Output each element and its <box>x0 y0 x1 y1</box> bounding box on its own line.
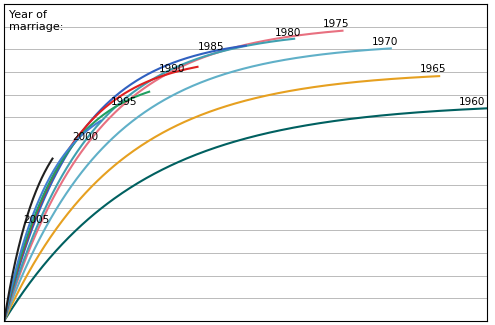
Text: 2000: 2000 <box>72 132 98 142</box>
Text: 1995: 1995 <box>110 97 137 107</box>
Text: 2005: 2005 <box>23 215 50 225</box>
Text: 1985: 1985 <box>198 42 224 52</box>
Text: 1975: 1975 <box>323 19 349 29</box>
Text: 1960: 1960 <box>458 97 485 107</box>
Text: 1970: 1970 <box>371 36 398 46</box>
Text: 1965: 1965 <box>420 64 446 74</box>
Text: Year of
marriage:: Year of marriage: <box>9 10 63 32</box>
Text: 1990: 1990 <box>159 64 185 74</box>
Text: 1980: 1980 <box>275 28 301 38</box>
